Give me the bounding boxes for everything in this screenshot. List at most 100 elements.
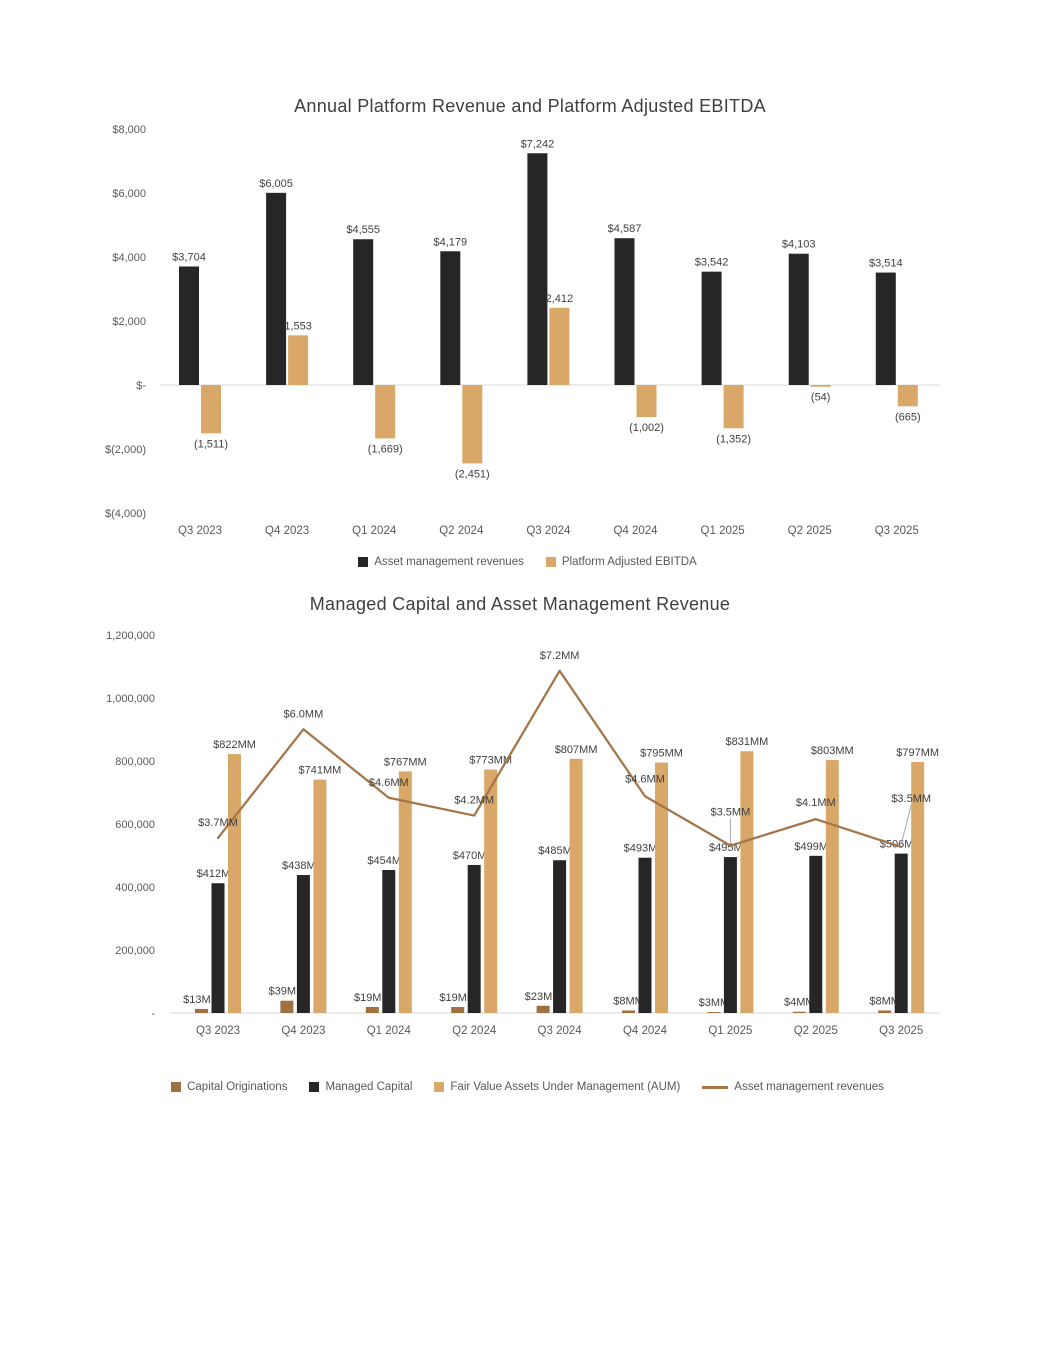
bar-fair-value-assets-under-management-aum <box>911 761 925 1013</box>
bar-capital-originations <box>365 1007 379 1013</box>
chart1-y-tick-label: $(2,000) <box>105 444 146 456</box>
bar-platform-adjusted-ebitda <box>201 385 221 434</box>
bar-data-label-asset-management-revenues: $3,704 <box>172 251 206 263</box>
chart1-legend: Asset management revenues Platform Adjust… <box>0 556 1055 568</box>
bar-data-label-platform-adjusted-ebitda: 1,553 <box>284 320 312 332</box>
legend-item-managed-capital: Managed Capital <box>309 1081 412 1093</box>
chart1-title: Annual Platform Revenue and Platform Adj… <box>294 96 766 116</box>
legend-item-platform-adjusted-ebitda: Platform Adjusted EBITDA <box>545 556 697 568</box>
bar-data-label-fair-value-assets-under-management-aum: $831MM <box>726 736 769 748</box>
bar-data-label-capital-originations: $19MM <box>354 992 391 1004</box>
chart2-x-category-label: Q2 2025 <box>794 1025 838 1037</box>
chart2-y-tick-label: 1,000,000 <box>106 693 155 705</box>
chart1-x-category-label: Q3 2025 <box>875 525 919 537</box>
line-asset-management-revenues <box>216 669 903 849</box>
bar-asset-management-revenues <box>788 253 809 385</box>
bar-data-label-fair-value-assets-under-management-aum: $773MM <box>469 755 512 767</box>
bar-managed-capital <box>894 853 908 1013</box>
bar-capital-originations <box>878 1010 892 1013</box>
chart2-x-category-label: Q1 2024 <box>367 1025 412 1037</box>
chart1-x-category-label: Q1 2025 <box>701 525 745 537</box>
line-label-leader <box>900 804 912 845</box>
chart2-y-tick-label: 400,000 <box>115 882 155 894</box>
bar-managed-capital <box>382 869 396 1013</box>
bar-capital-originations <box>195 1008 208 1013</box>
bar-data-label-fair-value-assets-under-management-aum: $767MM <box>384 756 427 768</box>
bar-data-label-asset-management-revenues: $6,005 <box>259 178 293 190</box>
chart1-y-tick-label: $8,000 <box>112 124 146 136</box>
bar-managed-capital <box>638 857 652 1013</box>
bar-asset-management-revenues <box>875 272 896 385</box>
bar-platform-adjusted-ebitda <box>723 385 744 429</box>
chart1-x-category-label: Q1 2024 <box>352 525 397 537</box>
legend-label-fair-value-assets-under-management-aum: Fair Value Assets Under Management (AUM) <box>450 1081 681 1093</box>
bar-asset-management-revenues <box>266 192 287 385</box>
bar-platform-adjusted-ebitda <box>462 385 483 464</box>
bar-asset-management-revenues <box>353 239 374 385</box>
bar-managed-capital <box>467 864 481 1013</box>
bar-data-label-platform-adjusted-ebitda: (665) <box>895 411 921 423</box>
chart1-x-category-label: Q2 2024 <box>439 525 484 537</box>
bar-data-label-asset-management-revenues: $4,555 <box>346 224 380 236</box>
legend-swatch-platform-adjusted-ebitda <box>545 557 556 567</box>
bar-data-label-fair-value-assets-under-management-aum: $803MM <box>811 745 854 757</box>
chart1-y-tick-label: $6,000 <box>112 188 146 200</box>
bar-managed-capital <box>211 883 225 1013</box>
bar-capital-originations <box>707 1012 721 1013</box>
chart1-y-tick-label: $- <box>136 380 146 392</box>
bar-platform-adjusted-ebitda <box>810 385 831 387</box>
chart2-x-category-label: Q3 2023 <box>196 1025 240 1037</box>
bar-fair-value-assets-under-management-aum <box>313 779 327 1013</box>
chart2-x-category-label: Q4 2024 <box>623 1025 668 1037</box>
bar-data-label-capital-originations: $39MM <box>269 986 306 998</box>
bar-data-label-platform-adjusted-ebitda: 2,412 <box>546 293 574 305</box>
chart2-x-category-label: Q4 2023 <box>281 1025 325 1037</box>
chart2-legend: Capital Originations Managed Capital Fair … <box>0 1081 1055 1093</box>
legend-swatch-capital-originations <box>171 1082 182 1092</box>
chart1-y-tick-label: $(4,000) <box>105 508 146 520</box>
line-data-label: $7.2MM <box>540 650 580 662</box>
bar-fair-value-assets-under-management-aum <box>655 762 668 1013</box>
bar-data-label-capital-originations: $23MM <box>525 991 562 1003</box>
legend-line-swatch-asset-management-revenues <box>702 1085 729 1089</box>
chart1-x-category-label: Q3 2023 <box>178 525 222 537</box>
legend-label-asset-management-revenues: Asset management revenues <box>734 1081 884 1093</box>
bar-data-label-asset-management-revenues: $4,179 <box>433 236 467 248</box>
bar-fair-value-assets-under-management-aum <box>740 751 754 1013</box>
bar-platform-adjusted-ebitda <box>375 385 396 439</box>
bar-platform-adjusted-ebitda <box>897 385 918 407</box>
bar-data-label-platform-adjusted-ebitda: (54) <box>811 392 831 404</box>
bar-managed-capital <box>296 875 310 1013</box>
bar-managed-capital <box>809 855 823 1013</box>
line-data-label: $4.6MM <box>369 777 409 789</box>
bar-asset-management-revenues <box>527 153 548 385</box>
bar-fair-value-assets-under-management-aum <box>398 771 412 1013</box>
bar-asset-management-revenues <box>179 266 199 385</box>
legend-item-capital-originations: Capital Originations <box>171 1081 287 1093</box>
bar-capital-originations <box>622 1010 635 1013</box>
bar-data-label-fair-value-assets-under-management-aum: $822MM <box>213 739 256 751</box>
bar-fair-value-assets-under-management-aum <box>484 769 498 1013</box>
chart1-y-tick-label: $2,000 <box>112 316 146 328</box>
bar-data-label-platform-adjusted-ebitda: (1,352) <box>716 433 751 445</box>
chart1-x-category-label: Q4 2024 <box>613 525 658 537</box>
chart1-x-category-label: Q4 2023 <box>265 525 309 537</box>
bar-data-label-fair-value-assets-under-management-aum: $741MM <box>299 765 342 777</box>
bar-platform-adjusted-ebitda <box>549 307 570 385</box>
legend-swatch-fair-value-assets-under-management-aum <box>434 1082 445 1092</box>
bar-data-label-capital-originations: $4MM <box>784 997 815 1009</box>
bar-data-label-asset-management-revenues: $7,242 <box>521 138 555 150</box>
chart2-x-category-label: Q1 2025 <box>708 1025 752 1037</box>
bar-capital-originations <box>536 1005 550 1013</box>
bar-asset-management-revenues <box>701 271 722 385</box>
bar-data-label-asset-management-revenues: $3,514 <box>869 258 903 270</box>
bar-data-label-fair-value-assets-under-management-aum: $797MM <box>896 747 939 759</box>
legend-item-asset-management-revenues: Asset management revenues <box>358 556 524 568</box>
bar-managed-capital <box>723 857 737 1013</box>
line-data-label: $3.5MM <box>711 807 751 819</box>
chart1-y-tick-label: $4,000 <box>112 252 146 264</box>
chart2-y-tick-label: 600,000 <box>115 819 155 831</box>
bar-data-label-asset-management-revenues: $4,103 <box>782 239 816 251</box>
